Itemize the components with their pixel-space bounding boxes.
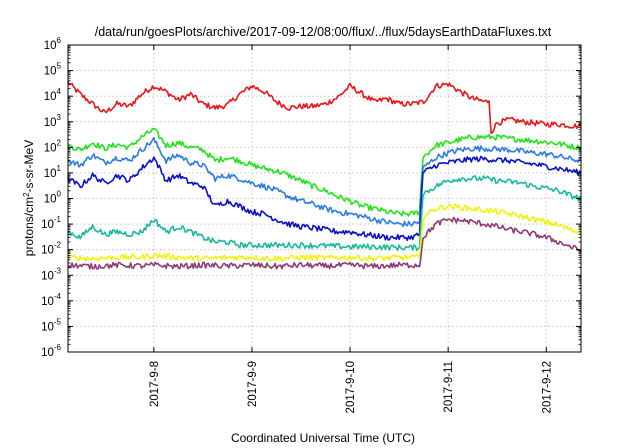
y-tick-base: 10 xyxy=(44,194,57,206)
y-tick-base: 10 xyxy=(44,168,57,180)
x-tick-label: 2017-9-12 xyxy=(541,361,553,413)
y-tick-label: 101 xyxy=(44,164,62,180)
y-tick-base: 10 xyxy=(41,219,54,231)
y-tick-exponent: -1 xyxy=(54,215,62,224)
y-tick-exponent: 5 xyxy=(57,62,62,71)
y-tick-label: 105 xyxy=(44,62,62,78)
x-tick-labels: 2017-9-8 2017-9-9 2017-9-10 2017-9-11 2017-9… xyxy=(149,361,553,413)
y-tick-exponent: 6 xyxy=(57,36,62,45)
y-tick-exponent: 4 xyxy=(57,87,62,96)
y-tick-label: 10-2 xyxy=(41,241,61,257)
y-tick-base: 10 xyxy=(41,347,54,359)
y-tick-exponent: -6 xyxy=(54,343,62,352)
y-axis-label-sup: 2 xyxy=(22,192,31,197)
ticks xyxy=(68,44,581,353)
series-line-4 xyxy=(67,155,582,242)
y-tick-label: 102 xyxy=(44,138,62,154)
y-tick-label: 10-3 xyxy=(41,266,61,282)
series-line-1 xyxy=(67,81,582,135)
y-tick-base: 10 xyxy=(41,321,54,333)
y-tick-label: 10-5 xyxy=(41,317,61,333)
x-tick-label: 2017-9-8 xyxy=(149,361,161,407)
x-tick-label: 2017-9-11 xyxy=(443,361,455,413)
y-tick-exponent: 1 xyxy=(57,164,62,173)
y-axis-label: protons/cm2-s-sr-MeV xyxy=(22,140,37,256)
series-line-6 xyxy=(67,202,582,263)
y-axis-label-pre: protons/cm xyxy=(22,197,36,256)
y-tick-label: 10-6 xyxy=(41,343,61,359)
y-tick-exponent: 2 xyxy=(57,138,62,147)
series-line-7 xyxy=(67,216,581,270)
y-tick-exponent: 0 xyxy=(57,190,62,199)
y-tick-exponent: -5 xyxy=(54,317,62,326)
y-tick-exponent: -4 xyxy=(54,292,62,301)
series-layer xyxy=(67,81,582,270)
y-tick-label: 100 xyxy=(44,190,62,206)
y-tick-base: 10 xyxy=(41,270,54,282)
x-tick-label: 2017-9-10 xyxy=(345,361,357,413)
y-tick-base: 10 xyxy=(44,66,57,78)
y-tick-exponent: -3 xyxy=(54,266,62,275)
y-tick-base: 10 xyxy=(41,245,54,257)
y-tick-base: 10 xyxy=(44,91,57,103)
chart-title: /data/run/goesPlots/archive/2017-09-12/0… xyxy=(95,25,552,39)
series-line-2 xyxy=(67,127,582,217)
x-tick-label: 2017-9-9 xyxy=(247,361,259,407)
y-tick-base: 10 xyxy=(44,40,57,52)
y-tick-exponent: 3 xyxy=(57,113,62,122)
y-tick-base: 10 xyxy=(41,296,54,308)
y-axis-label-post: -s-sr-MeV xyxy=(22,140,36,193)
y-tick-base: 10 xyxy=(44,117,57,129)
y-tick-label: 106 xyxy=(44,36,62,52)
grid xyxy=(68,45,581,352)
series-line-5 xyxy=(67,175,582,252)
y-tick-exponent: -2 xyxy=(54,241,62,250)
y-tick-label: 104 xyxy=(44,87,62,103)
x-axis-label: Coordinated Universal Time (UTC) xyxy=(231,431,415,445)
y-tick-label: 103 xyxy=(44,113,62,129)
series-line-3 xyxy=(67,136,582,228)
y-tick-label: 10-1 xyxy=(41,215,61,231)
y-tick-base: 10 xyxy=(44,142,57,154)
y-tick-label: 10-4 xyxy=(41,292,61,308)
y-tick-labels: 10-610-510-410-310-210-11001011021031041… xyxy=(41,36,61,359)
